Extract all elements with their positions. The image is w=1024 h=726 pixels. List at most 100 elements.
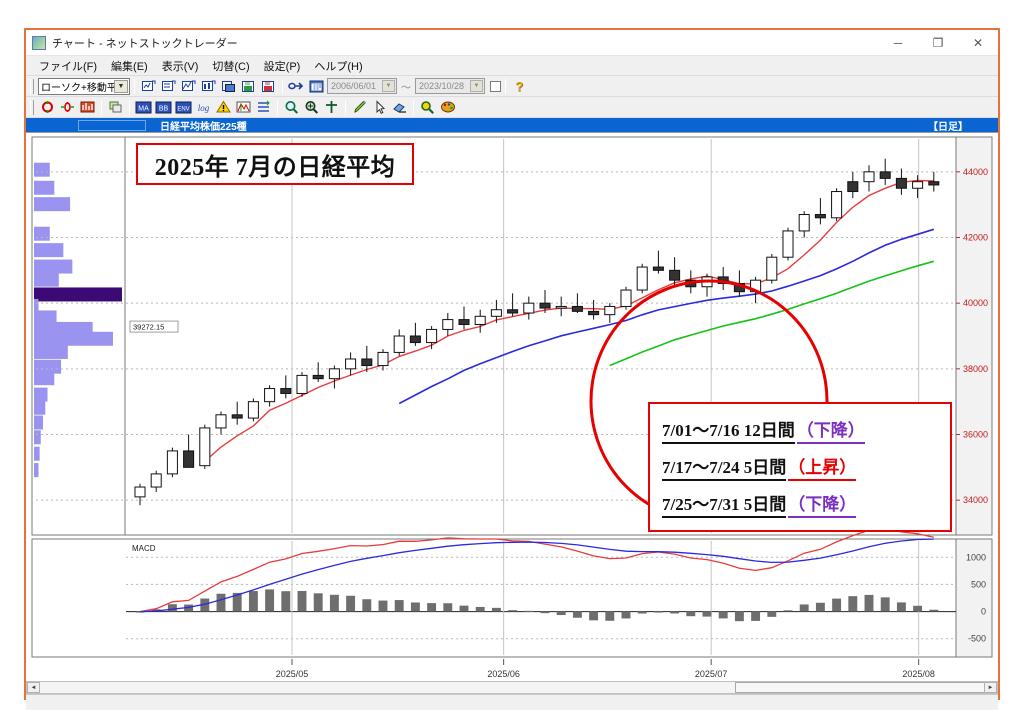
chart-app-icon — [32, 35, 46, 50]
menu-file[interactable]: ファイル(F) — [39, 60, 98, 73]
toolbar-secondary: MA BB ENV log — [26, 97, 998, 118]
date-to-field[interactable]: 2023/10/28 ▼ — [415, 78, 485, 94]
warning-icon[interactable] — [214, 98, 233, 116]
toolbar-separator — [134, 78, 135, 94]
trend-range-1: 7/01～7/16 12日間 — [662, 416, 795, 444]
chart-title-annotation: 2025年 7月の日経平均 — [136, 143, 414, 185]
cursor-select-icon[interactable] — [370, 98, 389, 116]
toolbar-separator-2 — [282, 78, 283, 94]
current-price-label: 39272.15 — [133, 323, 164, 332]
menu-view[interactable]: 表示(V) — [161, 60, 199, 73]
svg-text:2025/07: 2025/07 — [695, 669, 728, 679]
svg-text:MA: MA — [138, 105, 149, 112]
status-bar — [26, 694, 998, 710]
bollinger-band-icon[interactable]: BB — [154, 98, 173, 116]
toolbar-primary: ローソク+移動平均 ▼ 200 — [26, 76, 998, 97]
macd-panel-label: MACD — [132, 544, 156, 553]
trend-row-3: 7/25～7/31 5日間 （下降） — [662, 490, 938, 519]
toolbar-grip-2[interactable] — [30, 99, 34, 115]
copy-chart-icon[interactable] — [219, 77, 238, 95]
svg-text:2025/06: 2025/06 — [487, 669, 520, 679]
window-controls: ─ ❐ ✕ — [878, 30, 998, 55]
chart-title-text: 2025年 7月の日経平均 — [154, 154, 396, 181]
svg-text:ENV: ENV — [177, 106, 189, 112]
minimize-button[interactable]: ─ — [893, 35, 903, 50]
trend-range-3: 7/25～7/31 5日間 — [662, 490, 787, 519]
candlestick-icon[interactable] — [38, 98, 57, 116]
scroll-left-button[interactable]: ◄ — [27, 682, 40, 693]
volume-bars-icon[interactable] — [78, 98, 97, 116]
date-to-value: 2023/10/28 — [419, 81, 465, 91]
calendar-icon[interactable] — [307, 77, 326, 95]
window-title: チャート - ネットストックトレーダー — [52, 37, 238, 50]
symbol-code-box[interactable] — [78, 119, 146, 131]
eraser-icon[interactable] — [390, 98, 409, 116]
application-window: チャート - ネットストックトレーダー ─ ❐ ✕ ファイル(F) 編集(E) … — [24, 28, 1000, 710]
close-button[interactable]: ✕ — [972, 35, 984, 50]
toolbar2-separator-5 — [413, 99, 414, 115]
chart-window-4-icon[interactable] — [199, 77, 218, 95]
compare-icon[interactable] — [106, 98, 125, 116]
trend-direction-2: （上昇） — [788, 453, 857, 481]
maximize-button[interactable]: ❐ — [932, 35, 944, 50]
menu-settings[interactable]: 設定(P) — [263, 60, 301, 73]
link-icon[interactable] — [287, 77, 306, 95]
svg-text:36000: 36000 — [963, 430, 988, 440]
date-from-chevron-down-icon[interactable]: ▼ — [382, 80, 395, 92]
trend-direction-3: （下降） — [788, 490, 857, 519]
chart-type-value: ローソク+移動平均 — [41, 82, 127, 94]
menu-switch[interactable]: 切替(C) — [212, 60, 250, 73]
toolbar2-separator — [101, 99, 102, 115]
svg-text:-500: -500 — [968, 634, 986, 644]
log-scale-icon[interactable]: log — [194, 98, 213, 116]
peak-marker-icon[interactable] — [234, 98, 253, 116]
chart-window-1-icon[interactable] — [139, 77, 158, 95]
title-bar: チャート - ネットストックトレーダー ─ ❐ ✕ — [26, 30, 998, 56]
moving-average-icon[interactable]: MA — [134, 98, 153, 116]
date-to-chevron-down-icon[interactable]: ▼ — [470, 80, 483, 92]
chart-window-2-icon[interactable] — [159, 77, 178, 95]
trend-summary-annotation: 7/01～7/16 12日間 （下降） 7/17～7/24 5日間 （上昇） 7… — [648, 402, 952, 532]
date-from-field[interactable]: 2006/06/01 ▼ — [327, 78, 397, 94]
menu-edit[interactable]: 編集(E) — [111, 60, 148, 73]
help-question-icon[interactable]: ? — [510, 77, 529, 95]
date-range-checkbox[interactable] — [490, 80, 501, 92]
palette-icon[interactable] — [438, 98, 457, 116]
print-chart-icon[interactable] — [259, 77, 278, 95]
trend-row-1: 7/01～7/16 12日間 （下降） — [662, 416, 938, 444]
help-question-glyph: ? — [515, 78, 524, 94]
chart-interval: 【日足】 — [928, 121, 968, 133]
date-range-tilde: ～ — [401, 82, 411, 94]
pencil-draw-icon[interactable] — [350, 98, 369, 116]
toolbar2-separator-4 — [345, 99, 346, 115]
svg-text:1000: 1000 — [966, 552, 986, 562]
svg-text:42000: 42000 — [963, 233, 988, 243]
svg-text:2025/05: 2025/05 — [276, 669, 309, 679]
chart-canvas[interactable]: 44000 42000 40000 38000 36000 34000 1000 500 0 -5… — [26, 132, 998, 681]
scroll-right-button[interactable]: ► — [984, 682, 997, 693]
scrollbar-thumb[interactable] — [735, 682, 993, 693]
save-chart-icon[interactable] — [239, 77, 258, 95]
chevron-down-icon[interactable]: ▼ — [114, 79, 128, 93]
svg-text:34000: 34000 — [963, 495, 988, 505]
horizontal-scrollbar[interactable]: ◄ ► — [26, 681, 998, 694]
date-from-value: 2006/06/01 — [331, 81, 377, 91]
trend-row-2: 7/17～7/24 5日間 （上昇） — [662, 453, 938, 481]
bar-chart-icon[interactable] — [58, 98, 77, 116]
chart-svg: 44000 42000 40000 38000 36000 34000 1000 500 0 -5… — [31, 136, 993, 679]
envelope-icon[interactable]: ENV — [174, 98, 193, 116]
chart-type-select[interactable]: ローソク+移動平均 ▼ — [38, 77, 130, 95]
menu-help[interactable]: ヘルプ(H) — [314, 60, 363, 73]
fibonacci-icon[interactable] — [254, 98, 273, 116]
svg-text:40000: 40000 — [963, 298, 988, 308]
svg-text:38000: 38000 — [963, 364, 988, 374]
chart-header: 日経平均株価225種 【日足】 — [26, 118, 998, 133]
crosshair-icon[interactable] — [322, 98, 341, 116]
zoom-in-icon[interactable] — [282, 98, 301, 116]
toolbar2-separator-2 — [129, 99, 130, 115]
trend-range-2: 7/17～7/24 5日間 — [662, 453, 787, 481]
chart-window-3-icon[interactable] — [179, 77, 198, 95]
zoom-detail-icon[interactable] — [302, 98, 321, 116]
search-symbol-icon[interactable] — [418, 98, 437, 116]
toolbar-grip[interactable] — [30, 78, 34, 94]
